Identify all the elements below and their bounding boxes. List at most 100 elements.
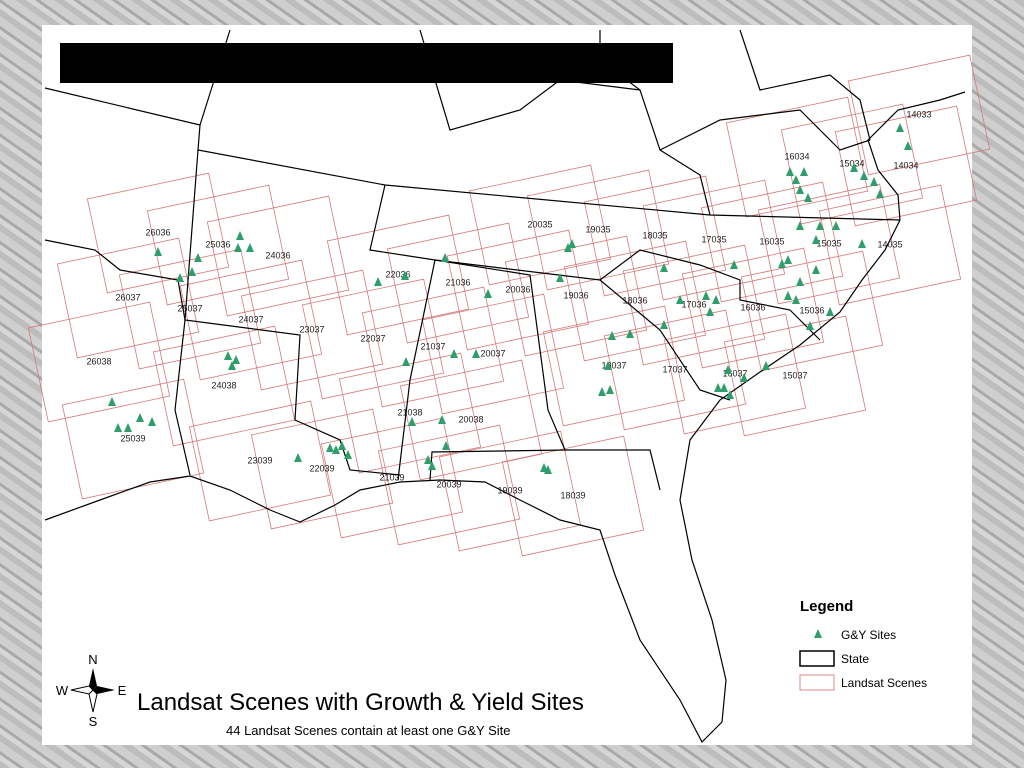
scene-footprint [501, 435, 645, 557]
site-marker [108, 397, 116, 406]
scene-label: 21036 [445, 277, 470, 287]
scene-footprint [780, 103, 924, 225]
site-layer [108, 123, 912, 474]
scene-footprint [118, 248, 262, 370]
site-marker [702, 291, 710, 300]
scene-label: 20036 [505, 284, 530, 294]
scene-label: 25039 [120, 433, 145, 443]
scene-footprint [320, 417, 464, 539]
site-marker [188, 267, 196, 276]
site-marker [740, 373, 748, 382]
site-marker [806, 321, 814, 330]
scene-label: 26036 [145, 227, 170, 237]
site-marker [858, 239, 866, 248]
site-marker [796, 221, 804, 230]
scene-footprint [681, 247, 825, 369]
scene-label: 15034 [839, 158, 864, 168]
site-marker [896, 123, 904, 132]
legend-site-symbol [814, 629, 822, 638]
site-marker [228, 361, 236, 370]
site-marker [441, 253, 449, 262]
scene-footprint [818, 184, 962, 306]
site-marker [792, 175, 800, 184]
site-marker [712, 295, 720, 304]
site-marker [786, 167, 794, 176]
site-marker [626, 329, 634, 338]
scene-footprint [468, 164, 612, 286]
site-marker [826, 307, 834, 316]
legend-label: State [841, 652, 869, 666]
scene-label: 14033 [906, 109, 931, 119]
site-marker [438, 415, 446, 424]
legend: Legend G&Y Sites State Landsat Scenes [799, 598, 927, 691]
scene-label: 17036 [681, 299, 706, 309]
scene-label: 21039 [379, 472, 404, 482]
scene-label: 20039 [436, 479, 461, 489]
site-marker [792, 295, 800, 304]
site-marker [232, 355, 240, 364]
scene-layer: 26036 25036 24036 26037 25037 24037 23037 26038… [27, 54, 991, 557]
compass: N S E W [56, 652, 127, 729]
site-marker [876, 189, 884, 198]
scene-footprint [206, 195, 350, 317]
scene-label: 17035 [701, 234, 726, 244]
site-marker [428, 461, 436, 470]
scene-label: 26038 [86, 356, 111, 366]
scene-footprint [663, 313, 807, 435]
scene-label: 26037 [115, 292, 140, 302]
scene-label: 24036 [265, 250, 290, 260]
site-marker [374, 277, 382, 286]
scene-footprint [757, 183, 901, 305]
scene-label: 19039 [497, 485, 522, 495]
scene-footprint [27, 301, 171, 423]
scene-label: 25037 [177, 303, 202, 313]
site-marker [606, 385, 614, 394]
site-marker [676, 295, 684, 304]
site-marker [608, 331, 616, 340]
legend-title: Legend [800, 598, 853, 615]
site-marker [564, 243, 572, 252]
scene-label: 20037 [480, 348, 505, 358]
scene-footprint [421, 293, 565, 415]
map-subtitle: 44 Landsat Scenes contain at least one G… [226, 723, 511, 738]
site-marker [224, 351, 232, 360]
scene-footprint [326, 214, 470, 336]
site-marker [568, 239, 576, 248]
scene-label: 14035 [877, 239, 902, 249]
scene-label: 16037 [722, 368, 747, 378]
site-marker [816, 221, 824, 230]
site-marker [832, 221, 840, 230]
scene-label: 24037 [238, 314, 263, 324]
scene-footprint [622, 244, 766, 366]
scene-label: 22037 [360, 333, 385, 343]
scene-label: 23039 [247, 455, 272, 465]
scene-footprint [723, 315, 867, 437]
site-marker [604, 361, 612, 370]
site-marker [450, 349, 458, 358]
scene-label: 21038 [397, 407, 422, 417]
site-marker [544, 465, 552, 474]
site-marker [706, 307, 714, 316]
scene-label: 18035 [642, 230, 667, 240]
legend-state-symbol [799, 650, 835, 667]
site-marker [344, 450, 352, 459]
scene-label: 19036 [563, 290, 588, 300]
site-marker [714, 383, 722, 392]
site-marker [154, 247, 162, 256]
scene-footprint [338, 352, 482, 474]
scene-label: 20035 [527, 219, 552, 229]
site-marker [730, 260, 738, 269]
scene-footprint [56, 237, 200, 359]
site-marker [424, 455, 432, 464]
redaction-bar [60, 43, 673, 83]
site-marker [762, 361, 770, 370]
legend-label: G&Y Sites [841, 628, 896, 642]
site-marker [796, 277, 804, 286]
site-marker [408, 417, 416, 426]
site-marker [784, 291, 792, 300]
scene-footprint [834, 105, 978, 227]
compass-s: S [89, 714, 98, 729]
site-marker [804, 193, 812, 202]
site-marker [904, 141, 912, 150]
